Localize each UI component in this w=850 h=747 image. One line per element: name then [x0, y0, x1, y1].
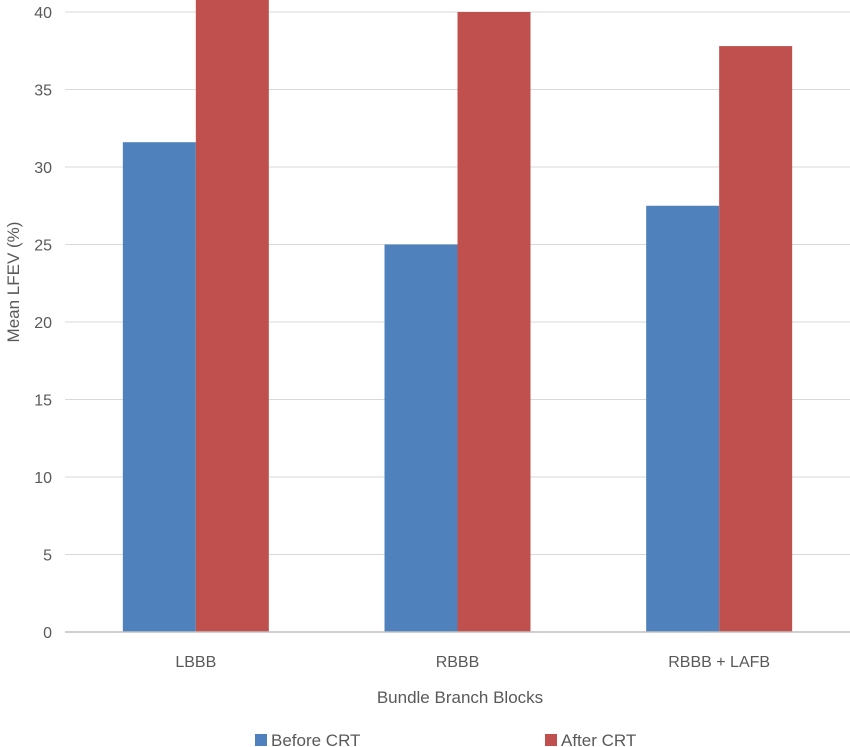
- bar-after-crt-rbbb-lafb: [719, 46, 793, 633]
- legend-label: After CRT: [561, 731, 636, 747]
- y-tick-label: 10: [34, 470, 52, 487]
- y-tick-label: 15: [34, 393, 52, 410]
- x-axis-title: Bundle Branch Blocks: [377, 688, 543, 707]
- y-tick-label: 30: [34, 160, 52, 177]
- y-tick-label: 20: [34, 315, 52, 332]
- x-axis-ticks: LBBB RBBB RBBB + LAFB: [175, 654, 770, 671]
- y-tick-label: 0: [43, 625, 52, 642]
- y-axis-ticks: 0 5 10 15 20 25 30 35 40: [34, 5, 52, 642]
- y-tick-label: 40: [34, 5, 52, 22]
- bar-after-crt-lbbb: [195, 0, 269, 632]
- bar-before-crt-rbbb-lafb: [646, 205, 720, 632]
- legend-label: Before CRT: [271, 731, 360, 747]
- bars: [122, 0, 793, 633]
- y-axis-title: Mean LFEV (%): [4, 222, 23, 343]
- y-tick-label: 35: [34, 83, 52, 100]
- legend: Before CRT After CRT: [255, 731, 636, 747]
- bar-before-crt-lbbb: [122, 142, 196, 632]
- y-tick-label: 5: [43, 548, 52, 565]
- legend-swatch: [255, 734, 267, 746]
- x-tick-label: LBBB: [175, 654, 216, 671]
- x-tick-label: RBBB: [436, 654, 480, 671]
- legend-swatch: [545, 734, 557, 746]
- bar-before-crt-rbbb: [384, 244, 458, 632]
- y-tick-label: 25: [34, 238, 52, 255]
- bar-after-crt-rbbb: [457, 12, 531, 632]
- x-tick-label: RBBB + LAFB: [668, 654, 770, 671]
